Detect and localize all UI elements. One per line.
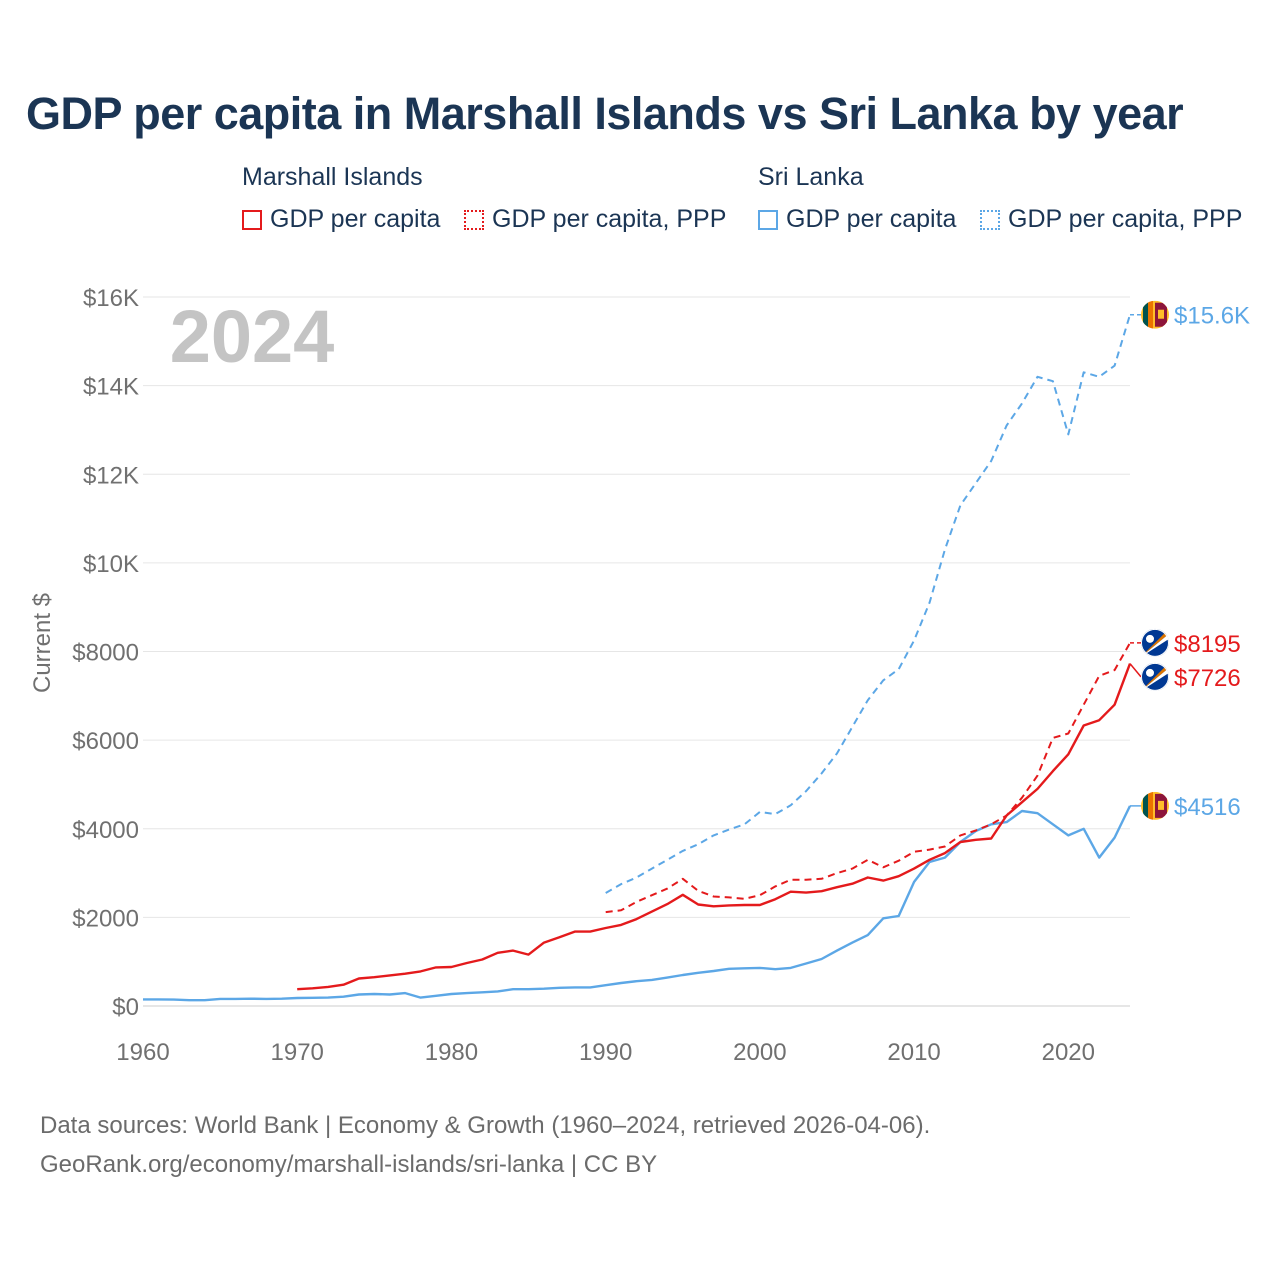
end-value-label: $15.6K	[1174, 303, 1250, 330]
series-marshall-islands-gdp-per-capita-ppp	[605, 642, 1131, 914]
legend-item-label: GDP per capita, PPP	[1008, 205, 1243, 233]
x-tick-label: 1980	[425, 1039, 478, 1066]
y-tick-label: $8000	[72, 640, 139, 667]
year-watermark: 2024	[170, 295, 335, 378]
y-axis-ticks: $0 $2000 $4000 $6000 $8000 $10K $12K $14K $16K	[72, 285, 139, 1021]
series-line[interactable]	[143, 805, 1132, 1002]
end-labels: $15.6K $8195 $7726 $4516	[1129, 300, 1250, 821]
y-tick-label: $6000	[72, 728, 139, 755]
legend-swatch-solid-red	[242, 209, 262, 230]
series-layer	[143, 314, 1132, 1002]
series-sri-lanka-gdp-per-capita	[143, 805, 1132, 1002]
footer: Data sources: World Bank | Economy & Gro…	[40, 1106, 930, 1184]
end-value-label: $7726	[1174, 665, 1241, 692]
legend-item-label: GDP per capita	[786, 205, 957, 233]
x-tick-label: 2020	[1042, 1039, 1095, 1066]
legend-swatch-dotted-blue	[980, 209, 1000, 230]
y-tick-label: $0	[112, 994, 139, 1021]
sri-lanka-flag-icon	[1141, 791, 1169, 820]
series-marshall-islands-gdp-per-capita	[297, 663, 1132, 991]
x-tick-label: 2010	[887, 1039, 940, 1066]
marshall-islands-flag-icon	[1141, 628, 1169, 657]
y-axis-label: Current $	[29, 593, 56, 693]
series-line[interactable]	[605, 314, 1131, 894]
x-axis-ticks: 1960 1970 1980 1990 2000 2010 2020	[116, 1039, 1095, 1066]
legend-item-lk-gdp[interactable]: GDP per capita	[758, 205, 956, 234]
legend-group-name: Marshall Islands	[242, 163, 423, 191]
x-tick-label: 1970	[271, 1039, 324, 1066]
x-tick-label: 1990	[579, 1039, 632, 1066]
legend-group-name: Sri Lanka	[758, 163, 864, 191]
legend-item-label: GDP per capita, PPP	[492, 205, 727, 233]
legend-item-lk-gdp-ppp[interactable]: GDP per capita, PPP	[980, 205, 1242, 234]
end-connector	[1129, 663, 1142, 678]
end-value-label: $4516	[1174, 794, 1241, 821]
x-tick-label: 1960	[116, 1039, 169, 1066]
sri-lanka-flag-icon	[1141, 300, 1169, 329]
legend-item-mh-gdp[interactable]: GDP per capita	[242, 205, 440, 234]
series-sri-lanka-gdp-per-capita-ppp	[605, 314, 1131, 894]
series-line[interactable]	[605, 642, 1131, 914]
y-tick-label: $14K	[83, 374, 139, 401]
chart-title: GDP per capita in Marshall Islands vs Sr…	[26, 88, 1184, 139]
x-tick-label: 2000	[733, 1039, 786, 1066]
y-tick-label: $2000	[72, 905, 139, 932]
y-tick-label: $4000	[72, 817, 139, 844]
legend-swatch-dotted-red	[464, 209, 484, 230]
legend-swatch-solid-blue	[758, 209, 778, 230]
series-line[interactable]	[297, 663, 1132, 991]
footer-link[interactable]: GeoRank.org/economy/marshall-islands/sri…	[40, 1151, 658, 1178]
y-tick-label: $12K	[83, 462, 139, 489]
end-value-label: $8195	[1174, 631, 1241, 658]
y-tick-label: $16K	[83, 285, 139, 312]
y-tick-label: $10K	[83, 551, 139, 578]
legend-item-mh-gdp-ppp[interactable]: GDP per capita, PPP	[464, 205, 726, 234]
grid	[143, 296, 1130, 1007]
legend-item-label: GDP per capita	[270, 205, 441, 233]
marshall-islands-flag-icon	[1141, 662, 1169, 691]
footer-sources: Data sources: World Bank | Economy & Gro…	[40, 1112, 931, 1139]
